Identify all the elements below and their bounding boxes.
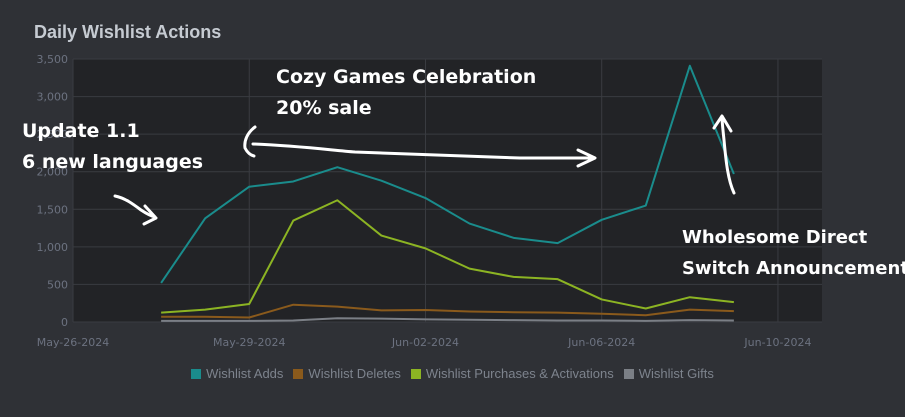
x-tick-label: May-26-2024 [37, 336, 109, 349]
legend-label: Wishlist Deletes [308, 366, 401, 381]
series-line-2 [161, 199, 734, 314]
legend-item[interactable]: Wishlist Adds [191, 366, 283, 381]
x-tick-label: Jun-10-2024 [743, 336, 811, 349]
legend-item[interactable]: Wishlist Deletes [293, 366, 401, 381]
hand-drawn-arrows [113, 114, 736, 226]
legend-item[interactable]: Wishlist Purchases & Activations [410, 366, 614, 381]
x-tick-label: Jun-02-2024 [391, 336, 459, 349]
x-tick-label: Jun-06-2024 [567, 336, 635, 349]
y-axis-ticks: 0 500 1,000 1,500 2,000 2,500 3,000 3,500 [37, 53, 69, 329]
grid-lines [72, 58, 822, 323]
annotation-update: Update 1.1 6 new languages [22, 116, 203, 178]
y-tick-label: 3,000 [37, 91, 69, 104]
y-tick-label: 0 [61, 316, 68, 329]
chart-title: Daily Wishlist Actions [34, 22, 222, 42]
arrow-range [251, 142, 597, 168]
annotation-wholesome-line1: Wholesome Direct [682, 227, 868, 248]
series-line-1 [161, 303, 734, 319]
arrow-bracket-left [243, 125, 257, 158]
legend-swatch [623, 368, 634, 379]
annotation-cozy: Cozy Games Celebration 20% sale [276, 62, 536, 124]
y-tick-label: 2,500 [37, 128, 69, 141]
legend-swatch [293, 368, 304, 379]
arrow-to-update [113, 194, 158, 226]
legend-label: Wishlist Gifts [638, 366, 714, 381]
legend-label: Wishlist Adds [206, 366, 284, 381]
legend-swatch [191, 368, 202, 379]
arrow-to-peak [712, 114, 736, 195]
annotation-wholesome: Wholesome Direct Switch Announcement [682, 222, 905, 284]
annotation-cozy-line2: 20% sale [276, 97, 372, 119]
annotation-update-line2: 6 new languages [22, 151, 204, 173]
x-axis-ticks: May-26-2024 May-29-2024 Jun-02-2024 Jun-06-… [37, 336, 812, 349]
annotation-cozy-line1: Cozy Games Celebration [276, 66, 537, 88]
series-line-0 [160, 64, 735, 284]
y-tick-label: 3,500 [37, 53, 69, 66]
legend-item[interactable]: Wishlist Gifts [623, 366, 714, 381]
series-line-3 [161, 317, 734, 322]
y-tick-label: 1,000 [37, 241, 69, 254]
annotation-wholesome-line2: Switch Announcement [682, 258, 905, 279]
chart-legend: Wishlist Adds Wishlist Deletes Wishlist Pu… [0, 366, 905, 381]
x-tick-label: May-29-2024 [213, 336, 285, 349]
legend-swatch [410, 368, 421, 379]
y-tick-label: 1,500 [37, 203, 69, 216]
legend-label: Wishlist Purchases & Activations [425, 366, 614, 381]
series-lines [160, 64, 735, 322]
y-tick-label: 2,000 [37, 166, 69, 179]
annotation-update-line1: Update 1.1 [22, 120, 140, 142]
plot-area [73, 59, 822, 322]
y-tick-label: 500 [47, 278, 68, 291]
